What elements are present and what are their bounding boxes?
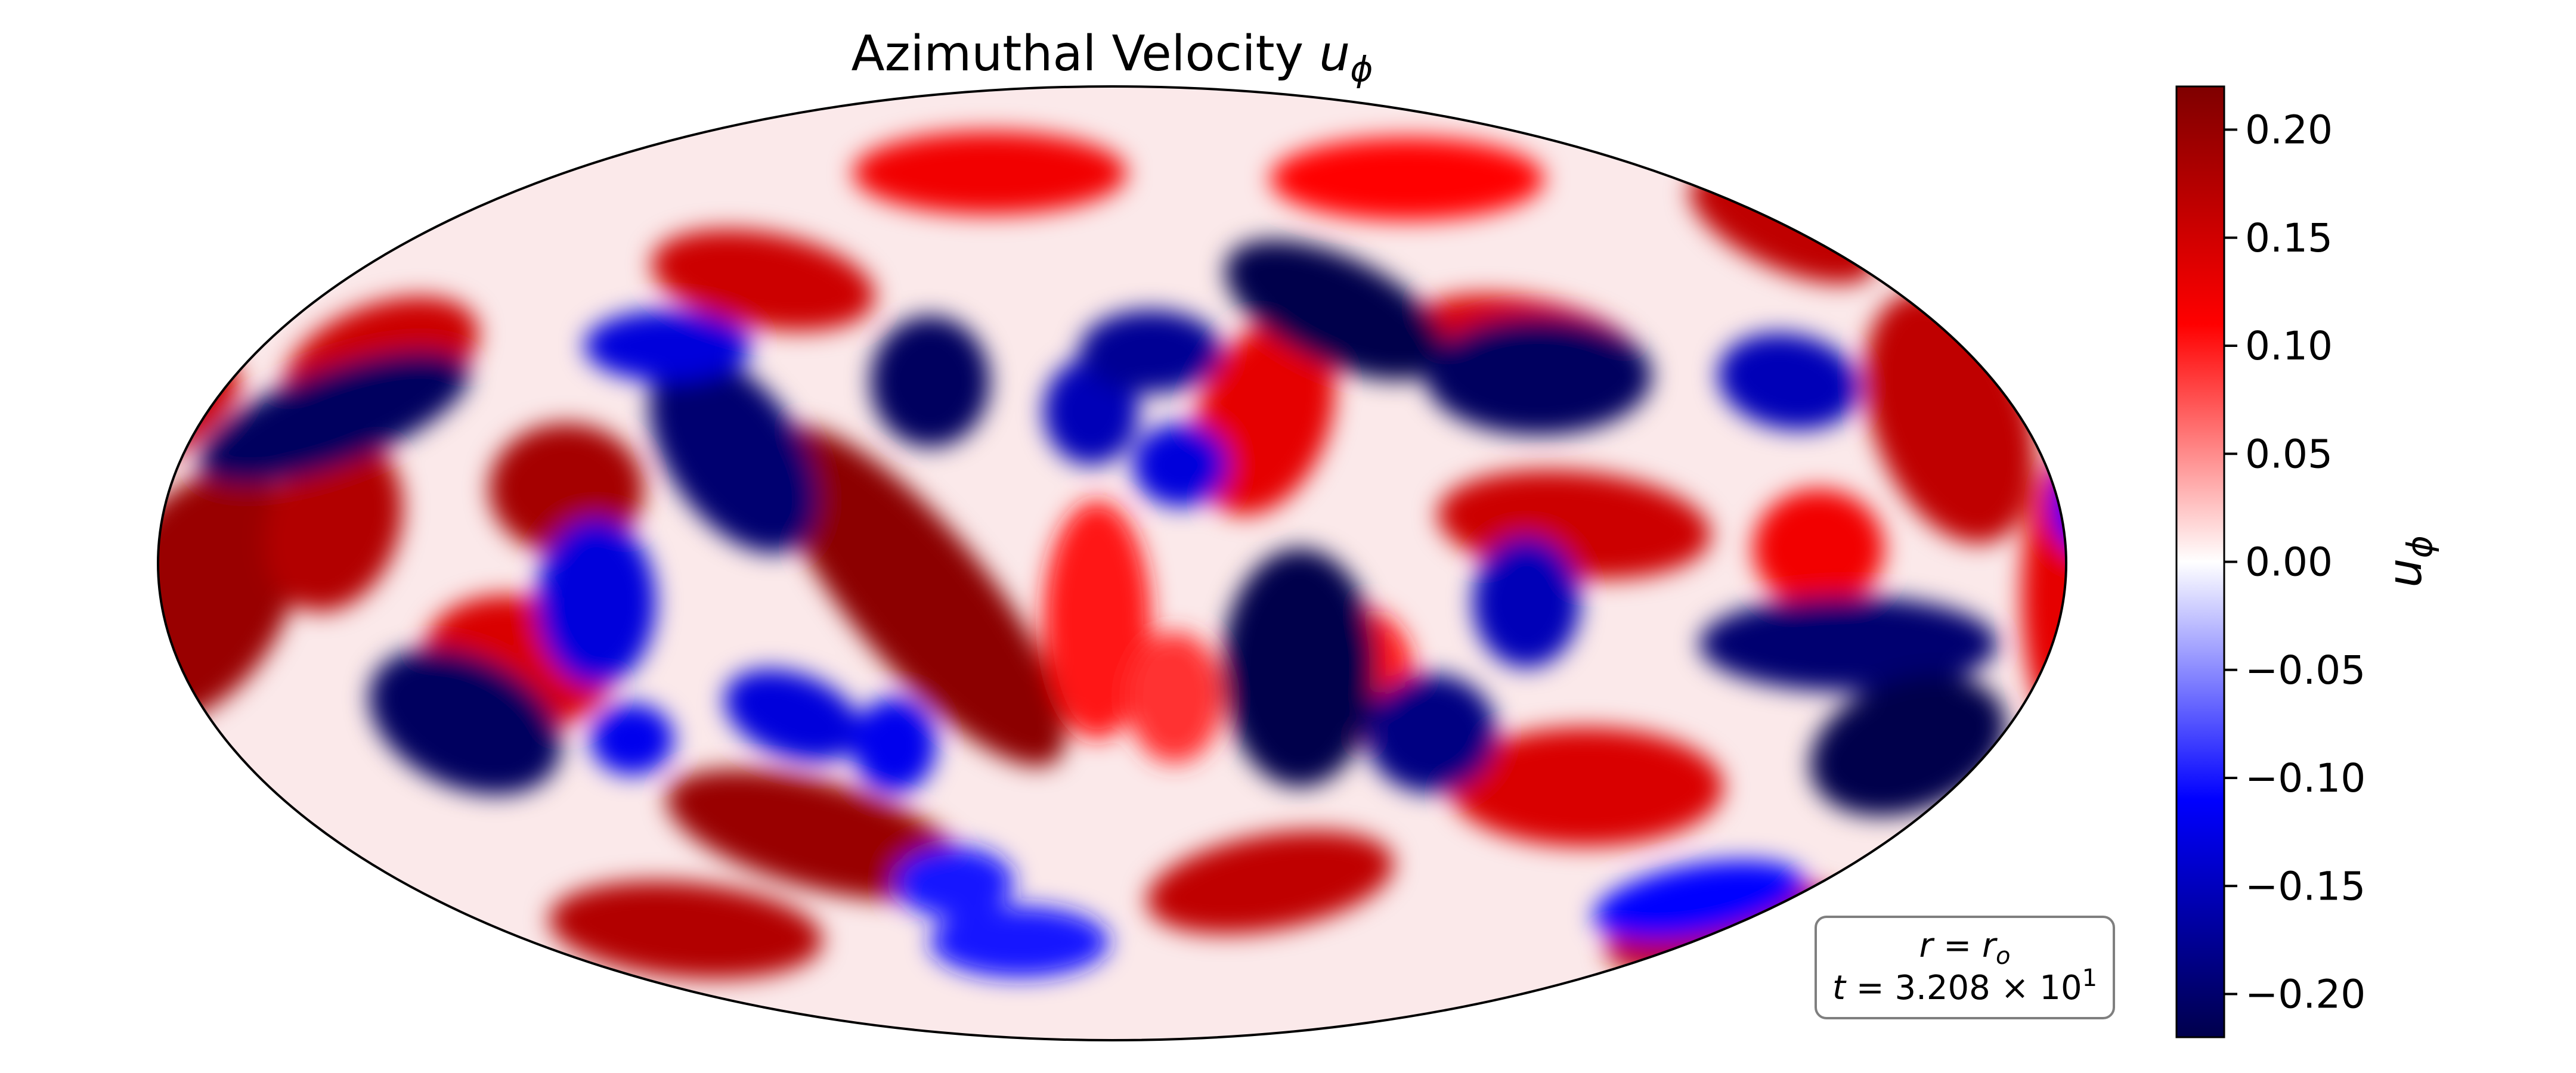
negative-velocity-patch (894, 846, 1014, 918)
negative-velocity-patch (1810, 674, 2007, 816)
negative-velocity-patch (1222, 548, 1377, 787)
negative-velocity-patch (584, 310, 751, 382)
positive-velocity-patch (1753, 489, 1884, 608)
negative-velocity-patch (649, 353, 818, 553)
colorbar-label-symbol: u (2379, 558, 2432, 587)
colorbar-tick-label: 0.00 (2245, 539, 2333, 585)
colorbar-label-subscript: ϕ (2399, 535, 2440, 558)
colorbar: 0.20 0.15 0.10 0.05 0.00 −0.05 −0.10 −0.15 −0.20… (2175, 85, 2440, 1038)
colorbar-tick-label: 0.15 (2245, 215, 2333, 261)
negative-velocity-patch (1473, 536, 1580, 668)
positive-velocity-patch (853, 131, 1127, 215)
map-outline (157, 85, 2067, 1041)
chart-title: Azimuthal Velocity uϕ (852, 26, 1373, 89)
negative-velocity-patch (724, 669, 862, 762)
negative-velocity-patch (2051, 459, 2066, 554)
colorbar-tick-label: 0.20 (2245, 107, 2333, 153)
negative-velocity-patch (1133, 423, 1228, 507)
positive-velocity-patch (1193, 319, 1335, 516)
positive-velocity-patch (770, 426, 1066, 767)
positive-velocity-patch (1127, 632, 1222, 763)
colorbar-tick-label: −0.05 (2245, 647, 2366, 693)
negative-velocity-patch (1366, 674, 1497, 793)
annotation-radius: r = ro (1919, 926, 2010, 970)
negative-velocity-patch (853, 697, 936, 793)
negative-velocity-patch (1079, 310, 1222, 393)
negative-velocity-patch (537, 519, 656, 686)
colorbar-bar (2175, 85, 2225, 1038)
negative-velocity-patch (1699, 596, 1998, 691)
positive-velocity-patch (549, 880, 823, 979)
chart-title-symbol: u (1319, 26, 1350, 82)
positive-velocity-patch (666, 769, 968, 900)
colorbar-tick-label: −0.10 (2245, 755, 2366, 801)
negative-velocity-patch (1225, 240, 1447, 380)
negative-velocity-patch (871, 316, 990, 447)
colorbar-tick-label: 0.05 (2245, 431, 2333, 477)
positive-velocity-patch (1449, 727, 1723, 846)
colorbar-tick-label: −0.20 (2245, 972, 2366, 1018)
colorbar-tick-label: −0.15 (2245, 863, 2366, 909)
annotation-frame (1815, 916, 2115, 1019)
negative-velocity-patch (1425, 316, 1652, 435)
positive-velocity-patch (651, 229, 875, 331)
positive-velocity-patch (1270, 137, 1544, 221)
positive-velocity-patch (1044, 501, 1151, 739)
annotation-box: r = ro t = 3.208 × 101 (1815, 916, 2115, 1019)
chart-title-subscript: ϕ (1350, 49, 1373, 89)
colorbar-ticks: 0.20 0.15 0.10 0.05 0.00 −0.05 −0.10 −0.15 −0.20 (2224, 107, 2366, 1018)
positive-velocity-patch (265, 438, 403, 612)
negative-velocity-patch (590, 703, 674, 775)
negative-velocity-patch (369, 648, 561, 795)
colorbar-tick-label: 0.10 (2245, 323, 2333, 369)
chart-title-text: Azimuthal Velocity (852, 26, 1320, 82)
velocity-field (158, 131, 2066, 979)
negative-velocity-patch (930, 906, 1109, 978)
colorbar-label: uϕ (2379, 535, 2440, 588)
negative-velocity-patch (198, 351, 470, 484)
annotation-time: t = 3.208 × 101 (1832, 965, 2097, 1007)
positive-velocity-patch (158, 469, 301, 723)
positive-velocity-patch (2021, 453, 2066, 739)
positive-velocity-patch (1146, 830, 1394, 934)
negative-velocity-patch (1718, 333, 1860, 430)
mollweide-map (157, 85, 2067, 1041)
